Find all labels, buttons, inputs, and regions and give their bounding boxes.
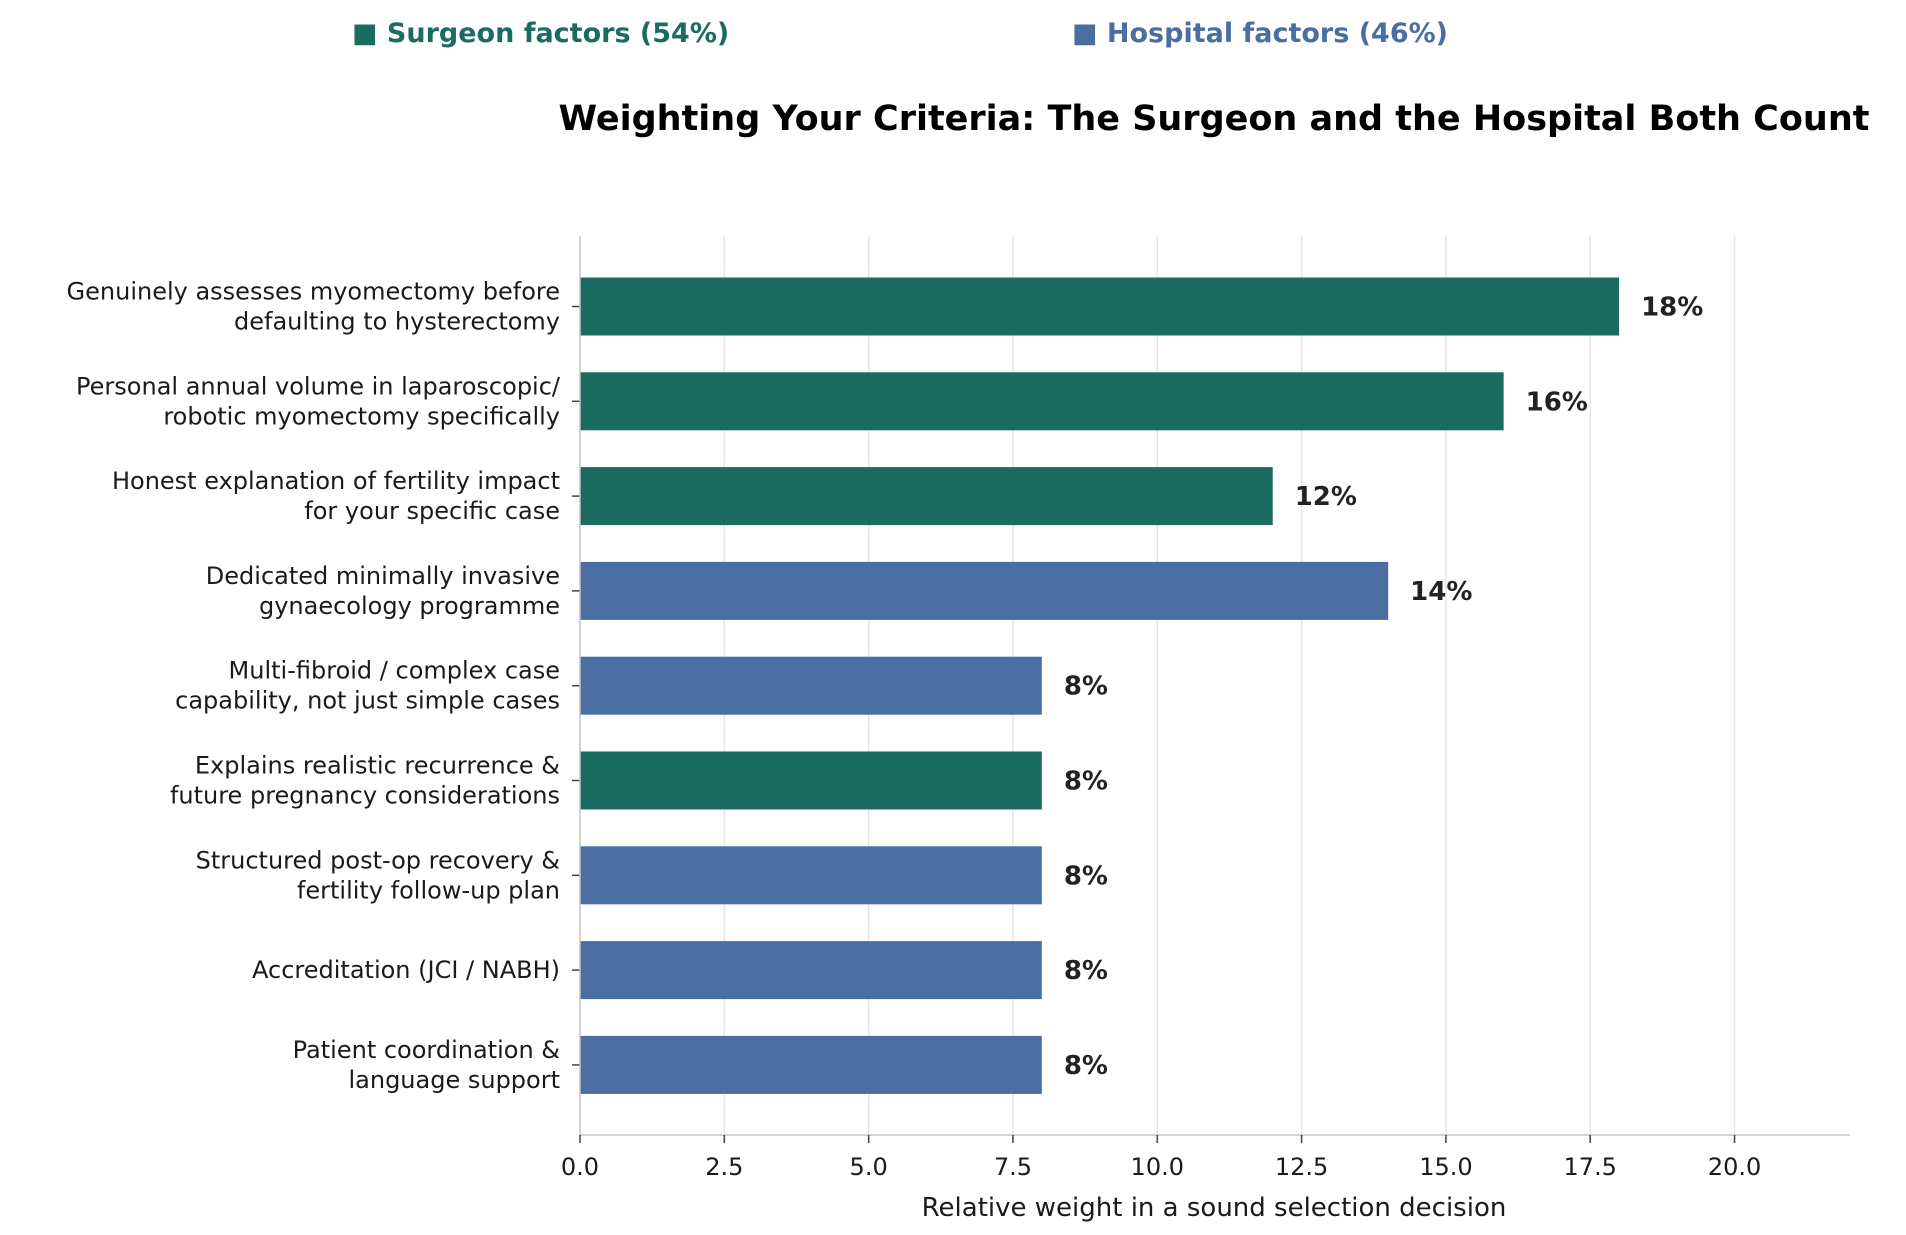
category-label: Structured post-op recovery & fertility f… (196, 846, 560, 904)
legend-item-hospital: ■ Hospital factors (46%) (1072, 18, 1448, 49)
category-label: Multi-fibroid / complex case capability, … (175, 657, 560, 715)
legend-item-surgeon: ■ Surgeon factors (54%) (352, 18, 729, 49)
bar-surgeon (580, 277, 1620, 336)
x-tick-label: 12.5 (1275, 1153, 1328, 1181)
bar-surgeon (580, 372, 1504, 431)
x-tick-label: 7.5 (994, 1153, 1032, 1181)
value-label: 8% (1064, 767, 1108, 797)
category-label: Honest explanation of fertility impact fo… (112, 467, 560, 525)
legend: ■ Surgeon factors (54%) ■ Hospital facto… (352, 18, 1448, 49)
value-label: 8% (1064, 1051, 1108, 1081)
bars (580, 277, 1620, 1094)
category-label: Explains realistic recurrence & future pr… (170, 752, 560, 810)
value-label: 14% (1410, 577, 1472, 607)
value-label: 8% (1064, 672, 1108, 702)
bar-hospital (580, 941, 1042, 1000)
value-label: 18% (1641, 293, 1703, 323)
bar-hospital (580, 561, 1389, 620)
x-ticks: 0.0 2.5 5.0 7.5 10.0 12.5 15.0 17.5 20.0 (561, 1135, 1761, 1181)
value-label: 16% (1526, 387, 1588, 417)
x-tick-label: 15.0 (1419, 1153, 1472, 1181)
category-label: Patient coordination & language support (293, 1036, 560, 1094)
category-label: Accreditation (JCI / NABH) (252, 956, 560, 984)
x-tick-label: 20.0 (1708, 1153, 1761, 1181)
bar-surgeon (580, 467, 1273, 526)
x-tick-label: 10.0 (1131, 1153, 1184, 1181)
bar-hospital (580, 656, 1042, 715)
x-axis-label: Relative weight in a sound selection dec… (922, 1193, 1507, 1223)
chart-title: Weighting Your Criteria: The Surgeon and… (559, 99, 1870, 139)
value-label: 12% (1295, 482, 1357, 512)
x-tick-label: 0.0 (561, 1153, 599, 1181)
bar-hospital (580, 846, 1042, 905)
x-tick-label: 5.0 (850, 1153, 888, 1181)
x-tick-label: 2.5 (705, 1153, 743, 1181)
value-labels: 18% 16% 12% 14% 8% 8% 8% 8% 8% (1064, 293, 1704, 1081)
category-labels: Genuinely assesses myomectomy before defa… (67, 278, 580, 1094)
axes (579, 236, 1850, 1136)
category-label: Personal annual volume in laparoscopic/r… (76, 372, 561, 430)
value-label: 8% (1064, 861, 1108, 891)
category-label: Genuinely assesses myomectomy before defa… (67, 278, 560, 336)
x-tick-label: 17.5 (1564, 1153, 1617, 1181)
value-label: 8% (1064, 956, 1108, 986)
category-label: Dedicated minimally invasive gynaecology … (206, 562, 560, 620)
bar-surgeon (580, 751, 1042, 810)
bar-hospital (580, 1035, 1042, 1094)
